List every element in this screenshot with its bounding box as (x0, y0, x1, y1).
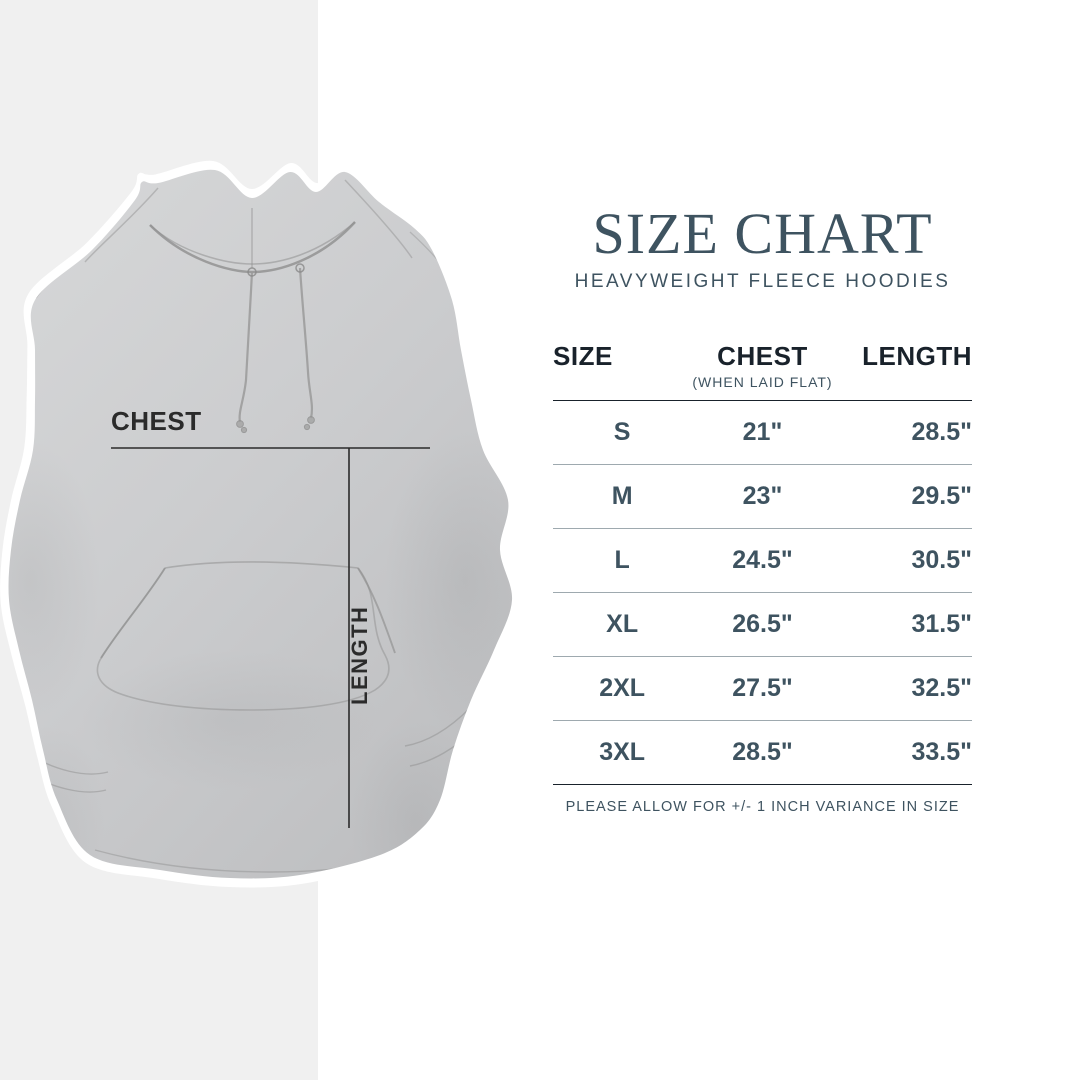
svg-text:LENGTH: LENGTH (347, 606, 372, 705)
svg-text:CHEST: CHEST (111, 406, 202, 436)
